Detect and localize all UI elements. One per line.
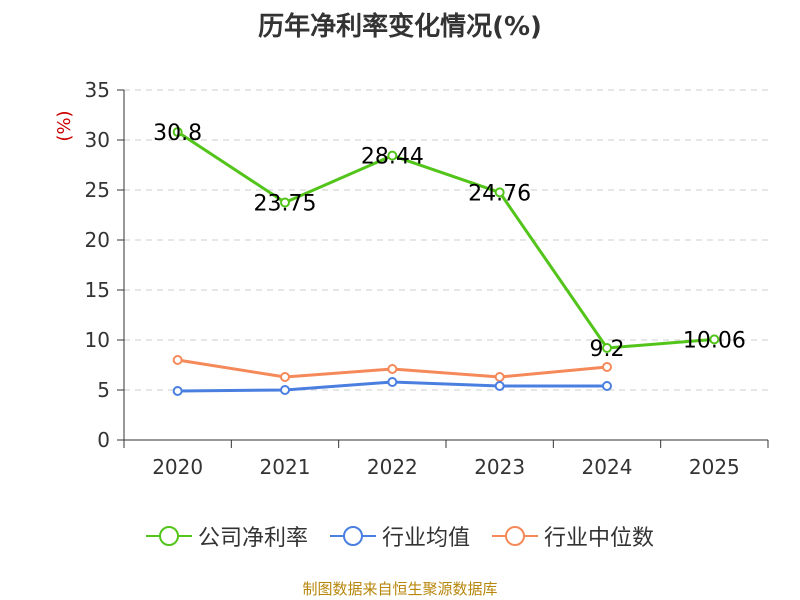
data-label: 23.75 bbox=[254, 192, 317, 217]
data-point-company bbox=[172, 127, 183, 137]
legend-item-company[interactable]: 公司净利率 bbox=[145, 520, 308, 552]
legend: 公司净利率 行业均值 行业中位数 bbox=[0, 520, 800, 552]
data-point-industry-avg bbox=[280, 385, 290, 395]
data-label: 10.06 bbox=[683, 328, 746, 353]
data-point-industry-avg bbox=[602, 381, 612, 391]
legend-marker-company bbox=[145, 526, 192, 546]
y-tick-label: 5 bbox=[97, 378, 110, 402]
y-tick-label: 30 bbox=[85, 128, 110, 152]
chart-title: 历年净利率变化情况(%) bbox=[258, 12, 542, 42]
data-point-company bbox=[280, 197, 290, 208]
legend-marker-industry-median bbox=[492, 526, 538, 546]
legend-marker-industry-avg bbox=[329, 526, 376, 546]
legend-item-industry-avg[interactable]: 行业均值 bbox=[329, 520, 470, 552]
data-label: 24.76 bbox=[468, 181, 531, 206]
data-point-company bbox=[602, 343, 612, 353]
data-point-industry-median bbox=[280, 372, 290, 382]
data-point-industry-avg bbox=[387, 377, 398, 387]
x-tick-label: 2022 bbox=[367, 455, 418, 479]
data-point-company bbox=[387, 150, 398, 161]
data-point-company bbox=[494, 187, 505, 198]
y-tick-label: 0 bbox=[97, 428, 110, 452]
data-point-industry-avg bbox=[494, 381, 505, 391]
legend-label-industry-avg: 行业均值 bbox=[381, 526, 470, 551]
x-tick-label: 2023 bbox=[474, 455, 525, 479]
source-note: 制图数据来自恒生聚源数据库 bbox=[302, 580, 498, 598]
data-label: 9.2 bbox=[590, 337, 625, 362]
data-point-industry-median bbox=[602, 362, 612, 372]
x-tick-label: 2025 bbox=[689, 455, 740, 479]
y-tick-label: 15 bbox=[85, 278, 110, 302]
y-axis-unit: (%) bbox=[54, 110, 75, 141]
y-tick-label: 35 bbox=[85, 78, 110, 102]
y-tick-label: 20 bbox=[85, 228, 110, 252]
x-tick-label: 2020 bbox=[152, 455, 203, 479]
x-tick-label: 2024 bbox=[582, 455, 633, 479]
series-line-company bbox=[176, 130, 715, 350]
y-tick-label: 25 bbox=[85, 178, 110, 202]
data-point-industry-median bbox=[172, 355, 183, 365]
data-point-industry-median bbox=[494, 372, 505, 382]
data-label: 28.44 bbox=[361, 145, 424, 170]
y-tick-label: 10 bbox=[85, 328, 110, 352]
data-point-company bbox=[709, 334, 720, 345]
x-tick-label: 2021 bbox=[260, 455, 311, 479]
legend-item-industry-median[interactable]: 行业中位数 bbox=[492, 520, 654, 552]
legend-label-company: 公司净利率 bbox=[197, 526, 308, 551]
data-label: 30.8 bbox=[153, 121, 202, 146]
data-point-industry-avg bbox=[172, 386, 183, 396]
data-point-industry-median bbox=[387, 364, 398, 374]
legend-label-industry-median: 行业中位数 bbox=[544, 526, 655, 551]
